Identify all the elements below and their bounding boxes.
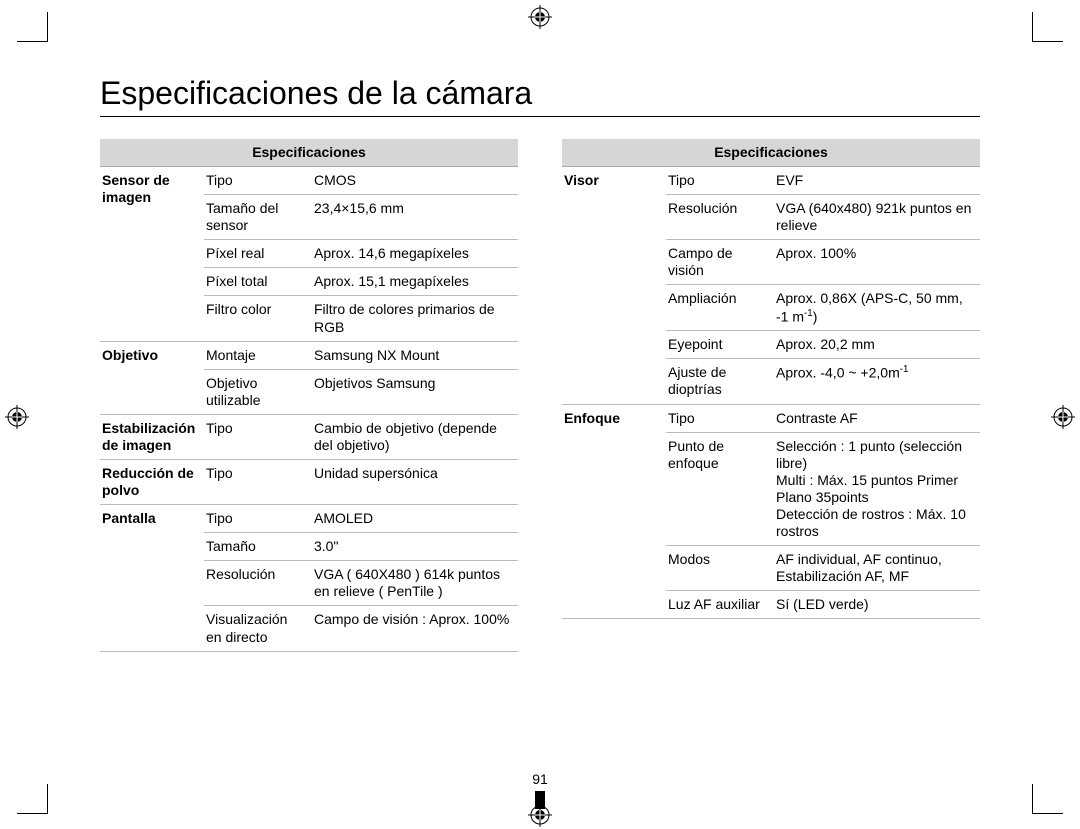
spec-category: Reducción de polvo xyxy=(100,460,204,505)
spec-value: AMOLED xyxy=(312,505,518,533)
page-title: Especificaciones de la cámara xyxy=(100,75,980,112)
spec-value: VGA ( 640X480 ) 614k puntos en relieve (… xyxy=(312,561,518,606)
registration-mark-icon xyxy=(528,5,552,29)
spec-value: Cambio de objetivo (depende del objetivo… xyxy=(312,414,518,459)
spec-label: Tipo xyxy=(666,404,774,432)
crop-mark xyxy=(47,784,48,814)
crop-mark xyxy=(17,41,47,42)
spec-label: Píxel total xyxy=(204,268,312,296)
spec-label: Visualización en directo xyxy=(204,606,312,651)
spec-label: Tipo xyxy=(204,505,312,533)
spec-value: Sí (LED verde) xyxy=(774,591,980,619)
spec-label: Punto de enfoque xyxy=(666,432,774,545)
spec-value: 23,4×15,6 mm xyxy=(312,195,518,240)
table-header: Especificaciones xyxy=(562,139,980,167)
crop-mark xyxy=(1033,813,1063,814)
spec-label: Tipo xyxy=(666,167,774,195)
spec-label: Resolución xyxy=(204,561,312,606)
spec-category: Sensor de imagen xyxy=(100,167,204,342)
spec-label: Ampliación xyxy=(666,285,774,331)
spec-label: Luz AF auxiliar xyxy=(666,591,774,619)
spec-label: Tamaño xyxy=(204,533,312,561)
spec-label: Eyepoint xyxy=(666,331,774,359)
page-content: Especificaciones de la cámara Especifica… xyxy=(100,75,980,769)
table-row: Sensor de imagenTipoCMOS xyxy=(100,167,518,195)
spec-label: Filtro color xyxy=(204,296,312,341)
spec-table: EspecificacionesSensor de imagenTipoCMOS… xyxy=(100,139,518,652)
crop-mark xyxy=(17,813,47,814)
spec-value: Samsung NX Mount xyxy=(312,341,518,369)
spec-column-right: EspecificacionesVisorTipoEVFResoluciónVG… xyxy=(562,139,980,652)
table-row: Estabilización de imagenTipoCambio de ob… xyxy=(100,414,518,459)
spec-label: Resolución xyxy=(666,195,774,240)
table-row: ObjetivoMontajeSamsung NX Mount xyxy=(100,341,518,369)
spec-value: VGA (640x480) 921k puntos en relieve xyxy=(774,195,980,240)
spec-label: Tamaño del sensor xyxy=(204,195,312,240)
spec-value: Aprox. -4,0 ~ +2,0m-1 xyxy=(774,359,980,404)
table-row: Reducción de polvoTipoUnidad supersónica xyxy=(100,460,518,505)
spec-value: Aprox. 0,86X (APS-C, 50 mm, -1 m-1) xyxy=(774,285,980,331)
spec-category: Pantalla xyxy=(100,505,204,651)
title-rule xyxy=(100,116,980,117)
spec-value: Aprox. 15,1 megapíxeles xyxy=(312,268,518,296)
spec-label: Montaje xyxy=(204,341,312,369)
spec-label: Tipo xyxy=(204,167,312,195)
spec-column-left: EspecificacionesSensor de imagenTipoCMOS… xyxy=(100,139,518,652)
page-number: 91 xyxy=(0,771,1080,787)
spec-label: Objetivo utilizable xyxy=(204,369,312,414)
crop-mark xyxy=(47,12,48,42)
spec-value: Aprox. 100% xyxy=(774,240,980,285)
table-row: VisorTipoEVF xyxy=(562,167,980,195)
spec-value: Filtro de colores primarios de RGB xyxy=(312,296,518,341)
spec-value: Aprox. 14,6 megapíxeles xyxy=(312,240,518,268)
crop-mark xyxy=(1032,784,1033,814)
spec-label: Modos xyxy=(666,546,774,591)
spec-label: Tipo xyxy=(204,414,312,459)
spec-value: EVF xyxy=(774,167,980,195)
spec-value: Aprox. 20,2 mm xyxy=(774,331,980,359)
spec-category: Enfoque xyxy=(562,404,666,619)
registration-mark-icon xyxy=(5,405,29,429)
page-number-bar xyxy=(535,791,545,809)
spec-label: Tipo xyxy=(204,460,312,505)
spec-value: 3.0" xyxy=(312,533,518,561)
registration-mark-icon xyxy=(1051,405,1075,429)
spec-label: Campo de visión xyxy=(666,240,774,285)
spec-label: Píxel real xyxy=(204,240,312,268)
spec-category: Estabilización de imagen xyxy=(100,414,204,459)
spec-value: AF individual, AF continuo, Estabilizaci… xyxy=(774,546,980,591)
table-row: EnfoqueTipoContraste AF xyxy=(562,404,980,432)
table-row: PantallaTipoAMOLED xyxy=(100,505,518,533)
spec-label: Ajuste de dioptrías xyxy=(666,359,774,404)
spec-value: Objetivos Samsung xyxy=(312,369,518,414)
spec-columns: EspecificacionesSensor de imagenTipoCMOS… xyxy=(100,139,980,652)
spec-value: Contraste AF xyxy=(774,404,980,432)
spec-value: Unidad supersónica xyxy=(312,460,518,505)
spec-category: Visor xyxy=(562,167,666,404)
crop-mark xyxy=(1032,12,1033,42)
spec-category: Objetivo xyxy=(100,341,204,414)
table-header: Especificaciones xyxy=(100,139,518,167)
spec-value: Selección : 1 punto (selección libre) Mu… xyxy=(774,432,980,545)
spec-table: EspecificacionesVisorTipoEVFResoluciónVG… xyxy=(562,139,980,619)
spec-value: Campo de visión : Aprox. 100% xyxy=(312,606,518,651)
spec-value: CMOS xyxy=(312,167,518,195)
crop-mark xyxy=(1033,41,1063,42)
